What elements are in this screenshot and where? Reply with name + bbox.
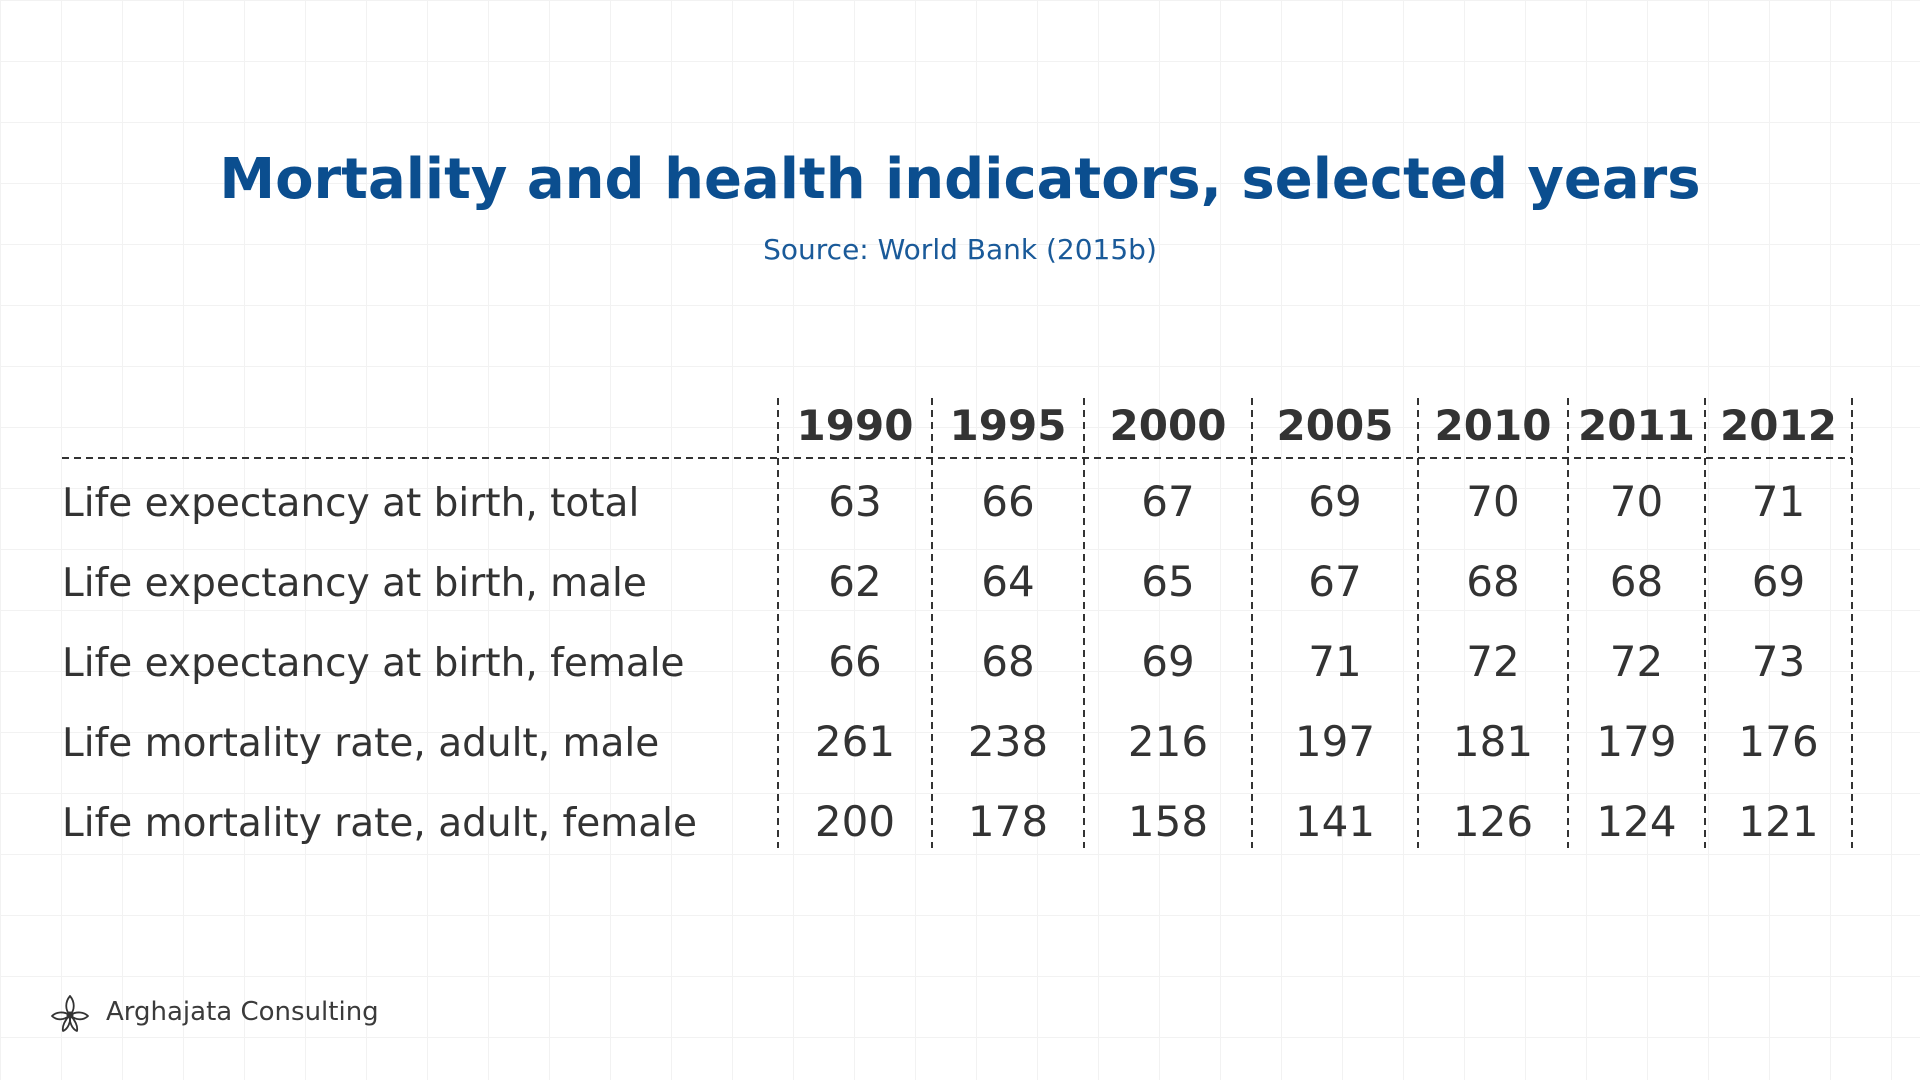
cell-r3-c5: 179 [1596, 717, 1676, 766]
cell-r0-c1: 66 [981, 477, 1034, 526]
cell-r0-c4: 70 [1466, 477, 1519, 526]
cell-r4-c6: 121 [1738, 797, 1818, 846]
chart-subtitle: Source: World Bank (2015b) [763, 233, 1157, 266]
cell-r2-c0: 66 [828, 637, 881, 686]
cell-r0-c3: 69 [1308, 477, 1361, 526]
cell-r4-c0: 200 [815, 797, 895, 846]
cell-r2-c1: 68 [981, 637, 1034, 686]
cell-r4-c3: 141 [1295, 797, 1375, 846]
cell-r0-c5: 70 [1610, 477, 1663, 526]
column-header-2010: 2010 [1435, 401, 1552, 450]
column-header-1995: 1995 [950, 401, 1067, 450]
row-label-2: Life expectancy at birth, female [62, 641, 685, 686]
cell-r1-c1: 64 [981, 557, 1034, 606]
column-header-2000: 2000 [1110, 401, 1227, 450]
cell-r4-c1: 178 [968, 797, 1048, 846]
cell-r3-c4: 181 [1453, 717, 1533, 766]
cell-r3-c2: 216 [1128, 717, 1208, 766]
cell-r4-c4: 126 [1453, 797, 1533, 846]
column-header-2011: 2011 [1578, 401, 1695, 450]
cell-r1-c6: 69 [1752, 557, 1805, 606]
lotus-flower-icon [51, 995, 89, 1032]
brand-name: Arghajata Consulting [106, 997, 379, 1027]
cell-r2-c6: 73 [1752, 637, 1805, 686]
cell-r2-c4: 72 [1466, 637, 1519, 686]
cell-r4-c5: 124 [1596, 797, 1676, 846]
cell-r1-c5: 68 [1610, 557, 1663, 606]
cell-r1-c4: 68 [1466, 557, 1519, 606]
cell-r3-c1: 238 [968, 717, 1048, 766]
column-header-2005: 2005 [1277, 401, 1394, 450]
column-header-2012: 2012 [1720, 401, 1837, 450]
row-label-1: Life expectancy at birth, male [62, 561, 647, 606]
footer-brand: Arghajata Consulting [48, 992, 379, 1032]
column-header-1990: 1990 [797, 401, 914, 450]
cell-r1-c3: 67 [1308, 557, 1361, 606]
cell-r1-c0: 62 [828, 557, 881, 606]
cell-r0-c6: 71 [1752, 477, 1805, 526]
cell-r3-c0: 261 [815, 717, 895, 766]
row-label-4: Life mortality rate, adult, female [62, 801, 697, 846]
cell-r2-c2: 69 [1141, 637, 1194, 686]
cell-r4-c2: 158 [1128, 797, 1208, 846]
cell-r2-c3: 71 [1308, 637, 1361, 686]
cell-r0-c0: 63 [828, 477, 881, 526]
cell-r0-c2: 67 [1141, 477, 1194, 526]
row-label-3: Life mortality rate, adult, male [62, 721, 659, 766]
cell-r3-c3: 197 [1295, 717, 1375, 766]
cell-r2-c5: 72 [1610, 637, 1663, 686]
chart-title: Mortality and health indicators, selecte… [219, 147, 1701, 212]
cell-r3-c6: 176 [1738, 717, 1818, 766]
row-label-0: Life expectancy at birth, total [62, 481, 639, 526]
cell-r1-c2: 65 [1141, 557, 1194, 606]
